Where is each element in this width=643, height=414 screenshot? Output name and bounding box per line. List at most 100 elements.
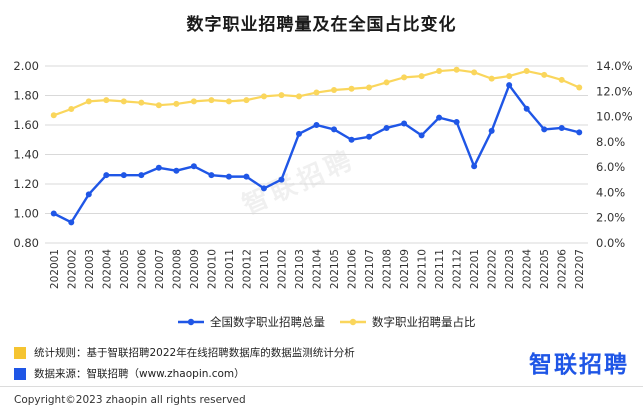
data-point (506, 82, 513, 89)
data-point (558, 76, 565, 83)
data-point (576, 84, 583, 91)
x-tick-label: 202003 (84, 249, 96, 289)
x-tick-label: 202010 (206, 249, 218, 289)
data-point (120, 172, 127, 179)
x-tick-label: 202101 (259, 249, 271, 289)
x-tick-label: 202002 (66, 249, 78, 289)
chart-title: 数字职业招聘量及在全国占比变化 (186, 15, 457, 35)
legend-swatch-dot (349, 318, 357, 326)
data-point (295, 130, 302, 137)
brand-logo: 智联招聘 (529, 352, 629, 378)
data-point (278, 92, 285, 99)
x-tick-label: 202102 (276, 249, 288, 289)
note-source-text: 数据来源：智联招聘（www.zhaopin.com） (34, 368, 245, 380)
series-line (53, 83, 580, 224)
data-point (50, 210, 57, 217)
note-source: 数据来源：智联招聘（www.zhaopin.com） (14, 366, 245, 381)
x-tick-label: 202103 (294, 249, 306, 289)
x-tick-label: 202205 (539, 249, 551, 289)
data-point (348, 136, 355, 143)
y-right-tick-label: 10.0% (596, 110, 633, 124)
data-point (208, 97, 215, 104)
x-tick-label: 202202 (487, 249, 499, 289)
data-point (68, 219, 75, 226)
y-right-tick-label: 12.0% (596, 84, 633, 98)
x-tick-label: 202108 (382, 249, 394, 289)
x-tick-label: 202008 (171, 249, 183, 289)
data-point (173, 100, 180, 107)
data-point (331, 87, 338, 94)
x-tick-label: 202204 (522, 249, 534, 289)
data-point (103, 97, 110, 104)
note-rule-text: 统计规则：基于智联招聘2022年在线招聘数据库的数据监测统计分析 (34, 347, 355, 359)
x-tick-label: 202012 (241, 249, 253, 289)
y-left-tick-label: 1.80 (13, 89, 39, 103)
note-rule: 统计规则：基于智联招聘2022年在线招聘数据库的数据监测统计分析 (14, 345, 355, 360)
data-point (471, 69, 478, 76)
y-left-tick-label: 0.80 (13, 236, 39, 250)
x-tick-label: 202207 (574, 249, 586, 289)
data-point (225, 98, 232, 105)
data-point (348, 85, 355, 92)
y-right-tick-label: 14.0% (596, 59, 633, 73)
x-tick-label: 202110 (417, 249, 429, 289)
data-point (436, 114, 443, 121)
note-rule-swatch (14, 346, 26, 359)
data-point (68, 105, 75, 112)
data-point (138, 99, 145, 106)
legend-label: 数字职业招聘量占比 (372, 315, 476, 329)
data-point (295, 93, 302, 100)
x-tick-label: 202104 (312, 249, 324, 289)
data-point (138, 172, 145, 179)
data-point (366, 133, 373, 140)
note-source-swatch (14, 367, 26, 380)
data-point (103, 172, 110, 179)
data-point (243, 173, 250, 180)
data-point (523, 68, 530, 75)
footer-divider (0, 386, 643, 387)
legend-label: 全国数字职业招聘总量 (210, 315, 325, 329)
legend-swatch-dot (187, 318, 195, 326)
data-point (488, 75, 495, 82)
data-point (418, 73, 425, 80)
y-left-tick-label: 1.60 (13, 118, 39, 132)
chart: 0.80 1.00 1.20 1.40 1.60 1.80 2.00 0.0% 2.0% 4.0%… (13, 59, 633, 329)
data-point (418, 132, 425, 139)
data-point (85, 98, 92, 105)
data-point (260, 93, 267, 100)
data-point (190, 163, 197, 170)
data-point (366, 84, 373, 91)
data-point (313, 122, 320, 128)
data-point (278, 176, 285, 183)
x-tick-label: 202111 (434, 249, 446, 289)
data-point (331, 126, 338, 133)
x-tick-label: 202011 (224, 249, 236, 289)
data-point (208, 172, 215, 179)
data-point (383, 124, 390, 131)
data-point (155, 164, 162, 171)
data-point (120, 98, 127, 105)
x-tick-label: 202112 (452, 249, 464, 289)
y-left-tick-label: 1.20 (13, 177, 39, 191)
data-point (523, 105, 530, 112)
x-tick-label: 202007 (154, 249, 166, 289)
data-point (225, 173, 232, 180)
x-tick-label: 202006 (136, 249, 148, 289)
y-left-tick-label: 2.00 (13, 59, 39, 73)
data-point (541, 71, 548, 78)
copyright: Copyright©2023 zhaopin all rights reserv… (14, 394, 246, 406)
x-tick-label: 202107 (364, 249, 376, 289)
data-point (383, 79, 390, 86)
y-right-tick-label: 4.0% (596, 185, 625, 199)
data-point (260, 185, 267, 192)
data-point (576, 129, 583, 136)
y-left-tick-label: 1.40 (13, 148, 39, 162)
y-left-tick-label: 1.00 (13, 207, 39, 221)
data-point (173, 167, 180, 174)
data-point (488, 127, 495, 134)
data-point (313, 89, 320, 96)
data-point (401, 74, 408, 81)
x-tick-label: 202109 (399, 249, 411, 289)
x-tick-label: 202203 (504, 249, 516, 289)
data-point (541, 126, 548, 133)
